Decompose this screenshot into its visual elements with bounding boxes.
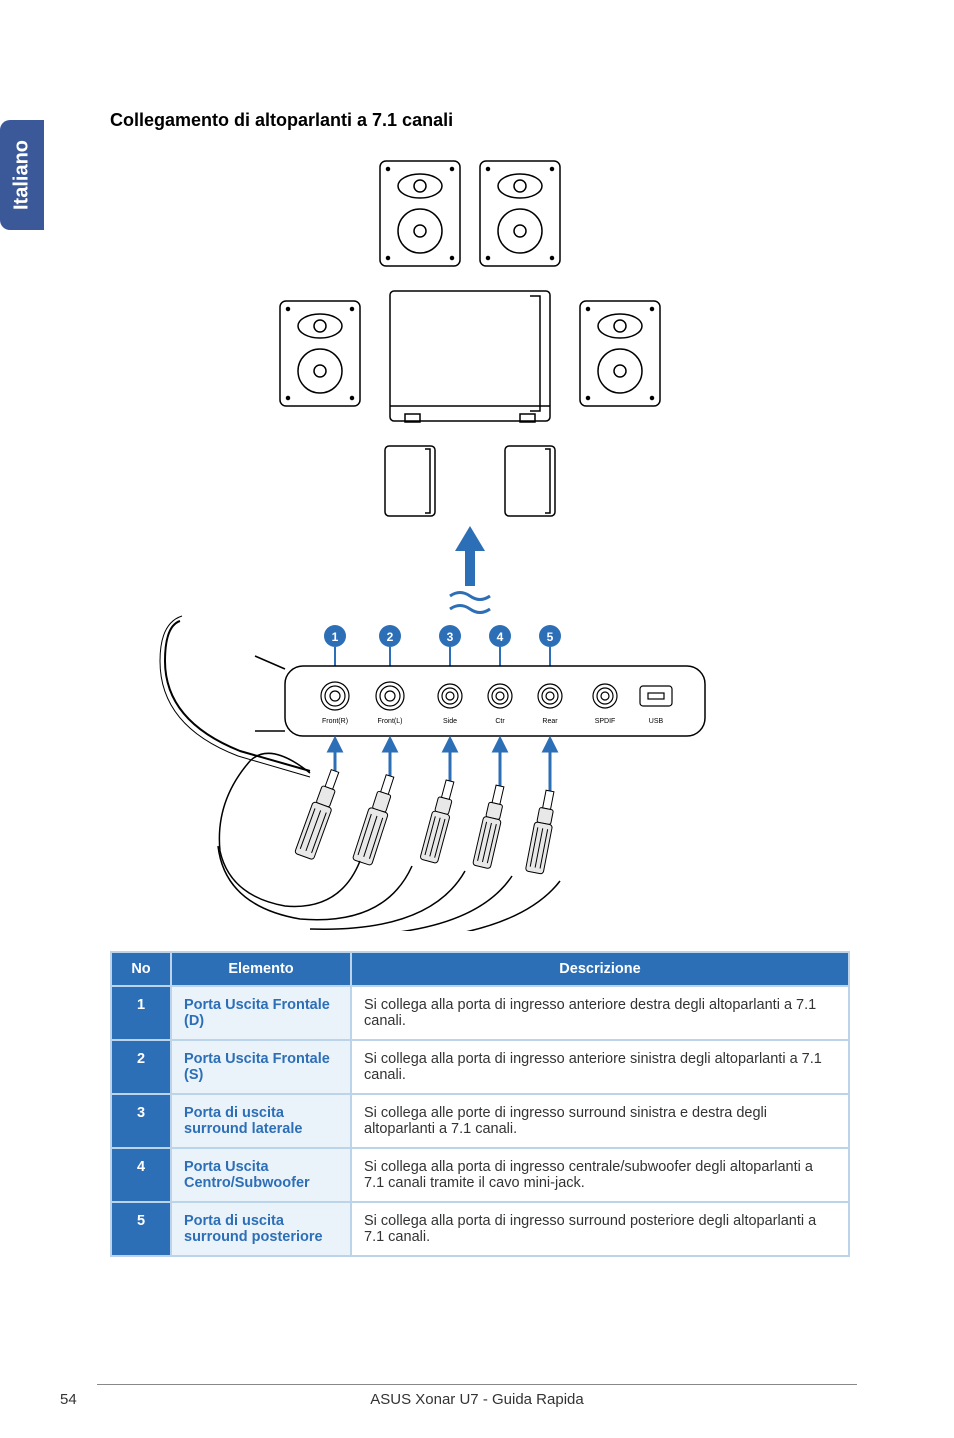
svg-text:Side: Side: [443, 718, 457, 725]
speaker-top-right: [480, 161, 560, 266]
svg-text:2: 2: [387, 630, 394, 644]
cell-descrizione: Si collega alla porta di ingresso surrou…: [351, 1202, 849, 1256]
cell-no: 2: [111, 1040, 171, 1094]
cell-elemento: Porta Uscita Centro/Subwoofer: [171, 1148, 351, 1202]
speaker-rear-right: [505, 446, 555, 516]
table-row: 4Porta Uscita Centro/SubwooferSi collega…: [111, 1148, 849, 1202]
jack-plugs: [294, 768, 558, 875]
table-row: 1Porta Uscita Frontale (D)Si collega all…: [111, 986, 849, 1040]
svg-text:USB: USB: [649, 718, 664, 725]
cell-descrizione: Si collega alla porta di ingresso centra…: [351, 1148, 849, 1202]
speaker-mid-left: [280, 301, 360, 406]
speaker-rear-left: [385, 446, 435, 516]
svg-text:Ctr: Ctr: [495, 718, 505, 725]
table-row: 3Porta di uscita surround lateraleSi col…: [111, 1094, 849, 1148]
cell-no: 3: [111, 1094, 171, 1148]
arrow-up: [455, 526, 485, 586]
speaker-mid-right: [580, 301, 660, 406]
main-content: Collegamento di altoparlanti a 7.1 canal…: [110, 110, 850, 1257]
cell-descrizione: Si collega alla porta di ingresso anteri…: [351, 1040, 849, 1094]
cell-elemento: Porta Uscita Frontale (D): [171, 986, 351, 1040]
cell-descrizione: Si collega alle porte di ingresso surrou…: [351, 1094, 849, 1148]
col-descrizione: Descrizione: [351, 952, 849, 986]
section-title: Collegamento di altoparlanti a 7.1 canal…: [110, 110, 850, 131]
cell-elemento: Porta di uscita surround posteriore: [171, 1202, 351, 1256]
wave-break: [450, 593, 490, 613]
cell-elemento: Porta Uscita Frontale (S): [171, 1040, 351, 1094]
svg-text:5: 5: [547, 630, 554, 644]
cell-no: 1: [111, 986, 171, 1040]
language-tab: Italiano: [0, 120, 44, 230]
cell-elemento: Porta di uscita surround laterale: [171, 1094, 351, 1148]
subwoofer: [390, 291, 550, 422]
svg-text:3: 3: [447, 630, 454, 644]
cell-no: 5: [111, 1202, 171, 1256]
table-row: 2Porta Uscita Frontale (S)Si collega all…: [111, 1040, 849, 1094]
table-row: 5Porta di uscita surround posterioreSi c…: [111, 1202, 849, 1256]
footer: ASUS Xonar U7 - Guida Rapida: [0, 1384, 954, 1408]
svg-text:Front(L): Front(L): [378, 718, 403, 725]
spec-table: No Elemento Descrizione 1Porta Uscita Fr…: [110, 951, 850, 1257]
svg-text:1: 1: [332, 630, 339, 644]
col-elemento: Elemento: [171, 952, 351, 986]
speaker-top-left: [380, 161, 460, 266]
footer-text: ASUS Xonar U7 - Guida Rapida: [370, 1391, 583, 1408]
svg-text:4: 4: [497, 630, 504, 644]
cell-descrizione: Si collega alla porta di ingresso anteri…: [351, 986, 849, 1040]
port-arrows: [329, 739, 556, 791]
svg-text:SPDIF: SPDIF: [595, 718, 616, 725]
device-body: Front(R) Front(L) Side Ctr Rear SPDIF US…: [255, 656, 705, 736]
cell-no: 4: [111, 1148, 171, 1202]
connection-diagram: 1 2 3 4 5: [110, 151, 850, 931]
svg-text:Rear: Rear: [542, 718, 558, 725]
col-no: No: [111, 952, 171, 986]
svg-text:Front(R): Front(R): [322, 718, 348, 725]
